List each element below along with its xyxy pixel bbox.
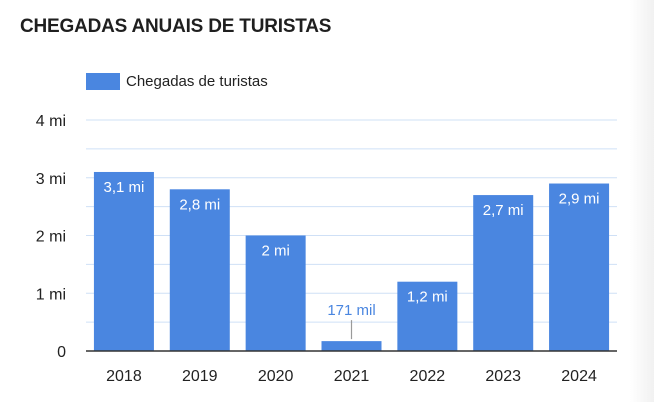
data-label-2022: 1,2 mi	[407, 289, 448, 306]
y-tick-label: 0	[57, 344, 66, 361]
legend-label: Chegadas de turistas	[126, 73, 268, 90]
x-tick-label: 2022	[410, 368, 446, 385]
data-label-2021: 171 mil	[327, 302, 375, 319]
x-tick-label: 2019	[182, 368, 218, 385]
legend: Chegadas de turistas	[86, 73, 268, 90]
legend-swatch	[86, 73, 120, 90]
x-tick-label: 2020	[258, 368, 294, 385]
bar-2023	[473, 195, 534, 351]
x-tick-label: 2021	[334, 368, 370, 385]
x-tick-label: 2018	[106, 368, 142, 385]
x-tick-label: 2023	[485, 368, 521, 385]
data-label-2020: 2 mi	[261, 243, 289, 260]
bar-2024	[549, 183, 610, 351]
bar-2022	[397, 281, 458, 351]
data-label-2023: 2,7 mi	[483, 202, 524, 219]
bars	[93, 171, 610, 351]
bar-2021	[321, 341, 382, 351]
y-axis-ticks: 0 1 mi 2 mi 3 mi 4 mi	[36, 113, 66, 361]
y-tick-label: 3 mi	[36, 171, 66, 188]
y-tick-label: 2 mi	[36, 229, 66, 246]
bar-2018	[93, 171, 154, 351]
data-label-2024: 2,9 mi	[559, 191, 600, 208]
x-tick-label: 2024	[561, 368, 597, 385]
gridlines	[86, 119, 617, 323]
y-tick-label: 1 mi	[36, 286, 66, 303]
data-label-2018: 3,1 mi	[103, 179, 144, 196]
bar-2020	[245, 235, 306, 351]
bar-2019	[169, 189, 230, 351]
chart-title: CHEGADAS ANUAIS DE TURISTAS	[20, 16, 332, 37]
data-label-2019: 2,8 mi	[179, 196, 220, 213]
y-tick-label: 4 mi	[36, 113, 66, 130]
data-labels: 3,1 mi 2,8 mi 2 mi 171 mil 1,2 mi 2,7 mi 2,9 m…	[103, 179, 600, 340]
x-axis-ticks: 2018 2019 2020 2021 2022 2023 2024	[106, 368, 597, 385]
